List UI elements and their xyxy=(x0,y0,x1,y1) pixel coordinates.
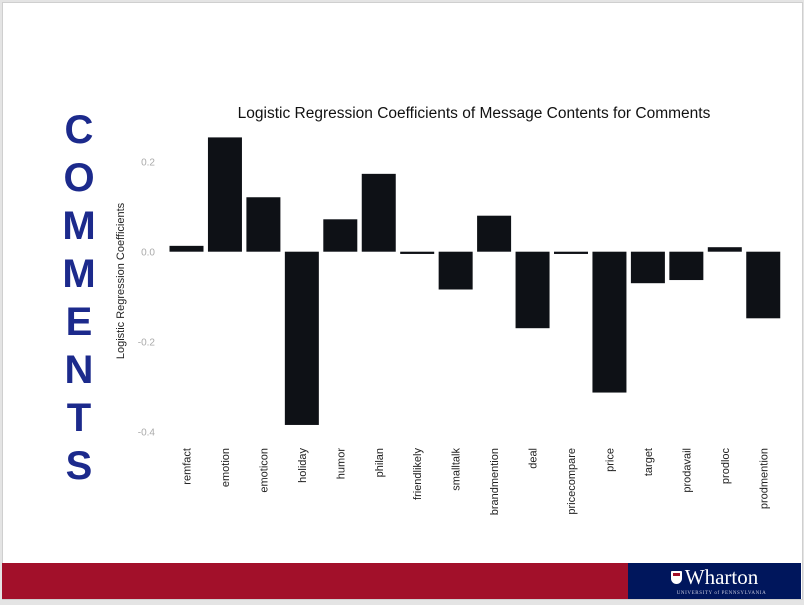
bar-prodloc xyxy=(707,247,742,252)
y-tick-label: -0.2 xyxy=(138,338,156,349)
bar-brandmention xyxy=(477,215,512,252)
side-title-letter: O xyxy=(63,156,95,200)
chart-title: Logistic Regression Coefficients of Mess… xyxy=(238,105,711,122)
x-tick-label: friendlikely xyxy=(412,448,424,500)
bar-remfact xyxy=(169,245,204,252)
bar-smalltalk xyxy=(438,251,473,290)
bar-philan xyxy=(361,173,396,252)
x-tick-label: pricecompare xyxy=(566,448,578,515)
bar-prodmention xyxy=(746,251,781,319)
side-title-letter: N xyxy=(64,348,94,392)
y-tick-label: -0.4 xyxy=(138,428,156,439)
x-tick-label: philan xyxy=(374,448,386,477)
x-tick-label: smalltalk xyxy=(451,448,463,491)
x-tick-label: prodloc xyxy=(720,448,732,485)
bar-holiday xyxy=(284,251,319,425)
x-tick-label: deal xyxy=(528,448,540,469)
bar-price xyxy=(592,251,627,393)
bar-emoticon xyxy=(246,197,281,252)
side-title-letter: T xyxy=(66,396,92,440)
x-tick-label: emoticon xyxy=(258,448,270,493)
bar-emotion xyxy=(207,137,242,252)
bar-target xyxy=(630,251,665,284)
penn-shield-icon xyxy=(670,570,682,584)
side-title-letter: M xyxy=(62,252,96,296)
side-title-letter: E xyxy=(65,300,93,344)
bar-pricecompare xyxy=(554,251,588,254)
wharton-logo-subtitle: UNIVERSITY of PENNSYLVANIA xyxy=(676,591,767,596)
y-tick-label: 0.2 xyxy=(141,158,155,169)
side-title-letter: C xyxy=(64,108,94,152)
x-tick-label: prodmention xyxy=(758,448,770,509)
bar-prodavail xyxy=(669,251,704,281)
x-tick-label: brandmention xyxy=(489,448,501,515)
side-title-letter: M xyxy=(62,204,96,248)
wharton-logo-text: Wharton xyxy=(684,565,759,589)
bar-deal xyxy=(515,251,550,329)
side-title-letter: S xyxy=(65,444,93,488)
footer-wharton-band: Wharton UNIVERSITY of PENNSYLVANIA xyxy=(628,563,801,599)
x-tick-label: humor xyxy=(335,448,347,480)
bar-friendlikely xyxy=(400,251,435,254)
x-tick-label: target xyxy=(643,448,655,476)
x-tick-label: holiday xyxy=(297,448,309,483)
x-tick-label: price xyxy=(604,448,616,472)
y-tick-label: 0.0 xyxy=(141,248,155,259)
x-tick-label: emotion xyxy=(220,448,232,487)
bar-humor xyxy=(323,219,358,252)
x-tick-label: remfact xyxy=(182,448,194,485)
footer-red-band xyxy=(2,563,628,599)
y-axis-label: Logistic Regression Coefficients xyxy=(115,202,127,359)
x-tick-label: prodavail xyxy=(681,448,693,493)
